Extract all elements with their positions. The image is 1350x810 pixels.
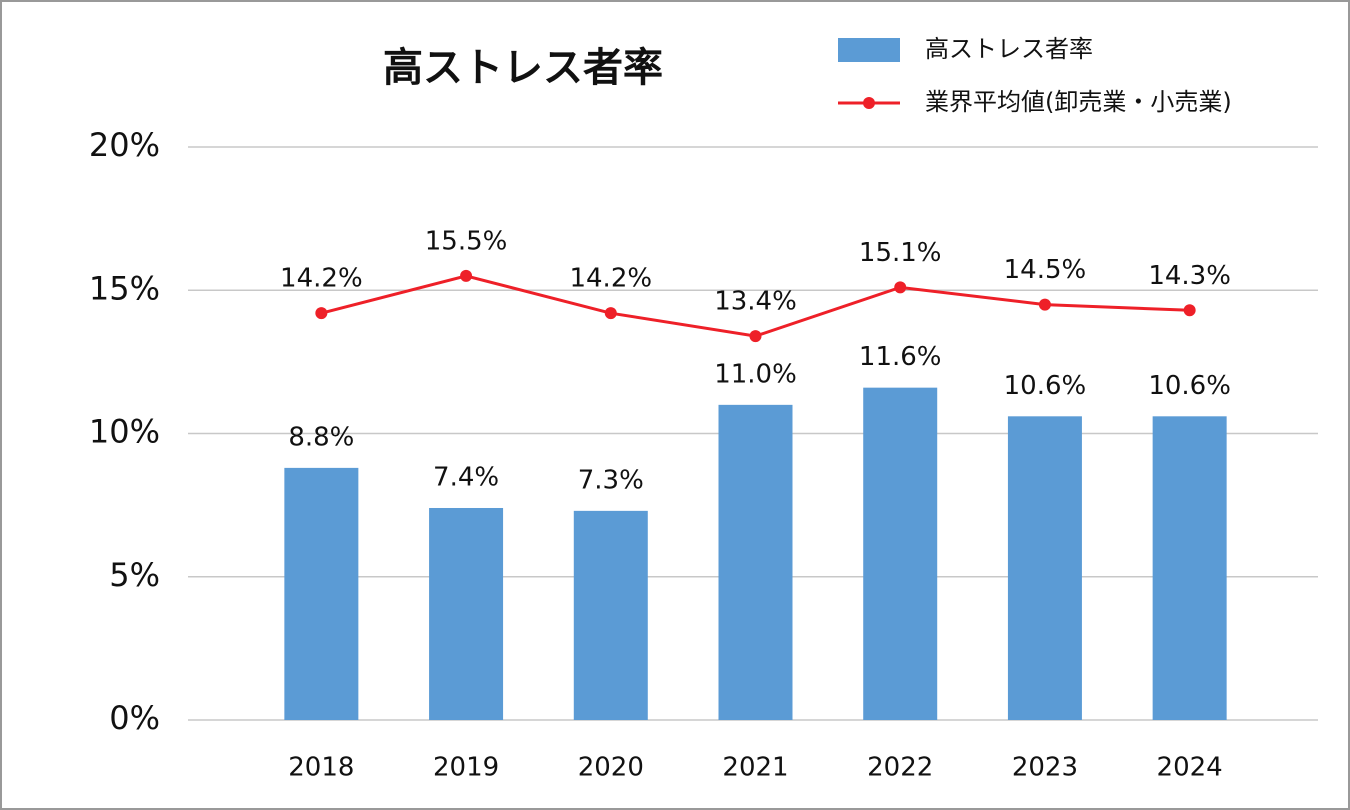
bar (1152, 416, 1227, 720)
line-point (315, 307, 328, 320)
x-tick-label: 2023 (1012, 753, 1078, 783)
line-point (749, 330, 762, 343)
bar (1007, 416, 1082, 720)
legend-swatch (838, 38, 900, 62)
x-tick-label: 2020 (578, 753, 644, 783)
data-label: 14.5% (1004, 255, 1087, 285)
data-label: 14.2% (280, 264, 363, 294)
line-point (1183, 304, 1196, 317)
data-label: 10.6% (1004, 371, 1087, 401)
data-label: 15.5% (425, 226, 508, 256)
data-label: 13.4% (714, 287, 797, 317)
x-tick-label: 2021 (722, 753, 788, 783)
data-label: 7.3% (578, 465, 644, 495)
line-point (894, 281, 907, 294)
x-tick-label: 2018 (288, 753, 354, 783)
data-label: 7.4% (433, 462, 499, 492)
data-label: 11.6% (859, 342, 942, 372)
data-label: 14.2% (569, 264, 652, 294)
legend-swatch (863, 97, 875, 109)
bar (284, 467, 359, 720)
bar (863, 387, 938, 720)
data-label: 8.8% (288, 422, 354, 452)
bar (573, 510, 648, 720)
legend-label: 業界平均値(卸売業・小売業) (925, 88, 1232, 116)
y-tick-label: 15% (89, 269, 160, 307)
line-point (460, 269, 473, 282)
data-label: 15.1% (859, 238, 942, 268)
line-point (1038, 298, 1051, 311)
chart-title: 高ストレス者率 (383, 45, 663, 91)
y-tick-label: 5% (109, 556, 160, 594)
y-tick-label: 20% (89, 126, 160, 164)
y-tick-label: 10% (89, 413, 160, 451)
legend-label: 高ストレス者率 (925, 35, 1093, 63)
bar (429, 507, 504, 720)
data-label: 14.3% (1148, 261, 1231, 291)
x-tick-label: 2024 (1157, 753, 1223, 783)
data-label: 11.0% (714, 359, 797, 389)
data-label: 10.6% (1148, 371, 1231, 401)
bar (718, 404, 793, 720)
x-tick-label: 2019 (433, 753, 499, 783)
line-point (604, 307, 617, 320)
y-tick-label: 0% (109, 699, 160, 737)
x-tick-label: 2022 (867, 753, 933, 783)
